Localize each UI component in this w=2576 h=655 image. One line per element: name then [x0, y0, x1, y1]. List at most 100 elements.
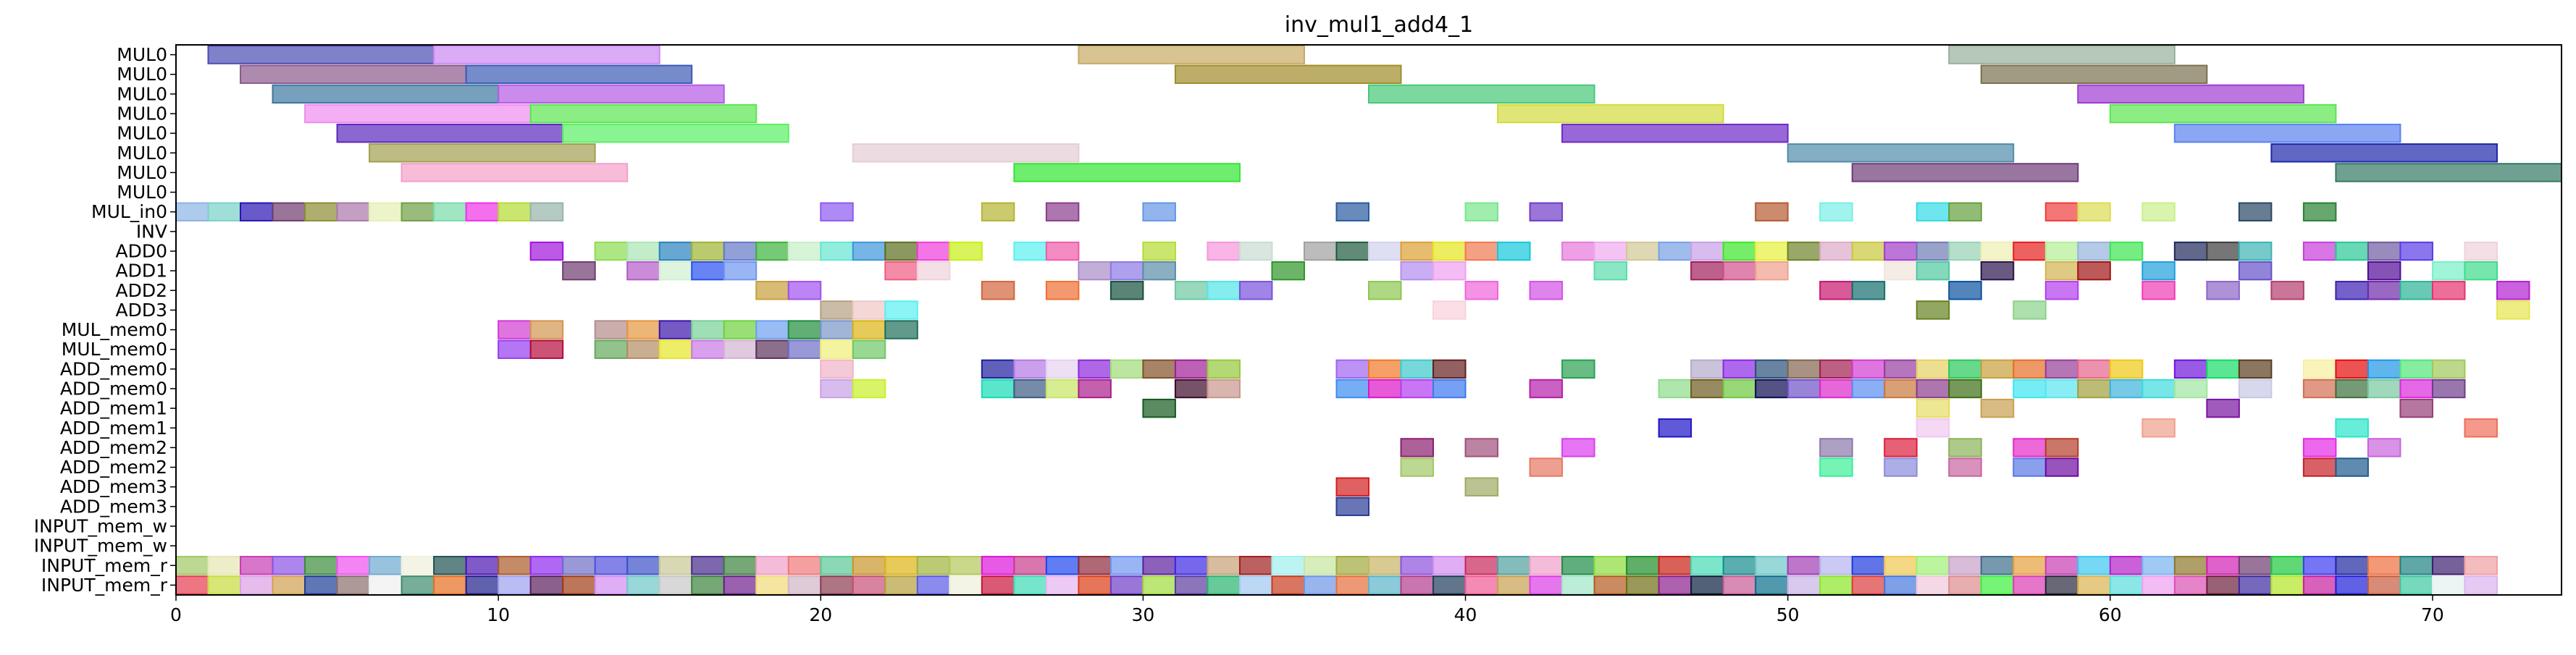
gantt-bar [2431, 359, 2466, 379]
gantt-bar [2173, 556, 2208, 575]
gantt-bar [1238, 241, 1273, 261]
gantt-bar [207, 45, 435, 64]
gantt-bar [2335, 457, 2369, 477]
gantt-bar [1529, 575, 1564, 595]
gantt-bar [2302, 359, 2337, 379]
gantt-bar [1851, 379, 1886, 399]
x-tick-label: 50 [1776, 604, 1800, 625]
gantt-bar [272, 202, 306, 221]
gantt-bar [272, 84, 500, 104]
gantt-bar [658, 339, 693, 359]
gantt-bar [1755, 556, 1789, 575]
gantt-bar [1303, 556, 1338, 575]
gantt-bar [1109, 575, 1144, 595]
y-tick-label: MUL0 [117, 143, 167, 164]
x-tick-label: 10 [487, 604, 510, 625]
gantt-bar [1948, 556, 1982, 575]
gantt-bar [1432, 241, 1467, 261]
gantt-bar [1916, 300, 1950, 320]
gantt-bar [1303, 241, 1338, 261]
gantt-bar [2270, 575, 2304, 595]
gantt-bar [1690, 575, 1724, 595]
gantt-bar [1335, 477, 1369, 496]
gantt-bar [1109, 556, 1144, 575]
gantt-bar [1013, 575, 1047, 595]
gantt-bar [2367, 556, 2401, 575]
gantt-bar [2367, 575, 2401, 595]
gantt-bar [658, 556, 693, 575]
gantt-bar [1787, 575, 1821, 595]
gantt-bar [2044, 438, 2079, 457]
gantt-bar [1400, 359, 1435, 379]
gantt-bar [981, 575, 1015, 595]
gantt-bar [1561, 575, 1595, 595]
gantt-bar [852, 339, 886, 359]
gantt-bar [2431, 261, 2466, 281]
gantt-bar [2335, 556, 2369, 575]
gantt-bar [884, 320, 918, 339]
gantt-bar [1658, 556, 1692, 575]
gantt-bar [1819, 438, 1853, 457]
gantt-bar [2238, 556, 2273, 575]
gantt-bar [1432, 379, 1467, 399]
y-tick-label: ADD_mem0 [60, 379, 167, 400]
gantt-bar [175, 202, 209, 221]
gantt-bar [1142, 261, 1176, 281]
gantt-bar [658, 575, 693, 595]
gantt-bar [1464, 281, 1499, 300]
gantt-bar [1851, 281, 1886, 300]
gantt-bar [2367, 438, 2401, 457]
gantt-bar [2077, 359, 2111, 379]
gantt-bar [1432, 261, 1467, 281]
gantt-bar [820, 339, 854, 359]
gantt-bar [1755, 241, 1789, 261]
gantt-bar [981, 202, 1015, 221]
gantt-bar [465, 202, 500, 221]
gantt-bar [433, 45, 660, 64]
gantt-bar [1013, 556, 1047, 575]
gantt-bar [916, 556, 951, 575]
y-tick-label: ADD1 [115, 261, 167, 282]
gantt-bar [820, 300, 854, 320]
x-tick-label: 70 [2421, 604, 2444, 625]
gantt-bar [787, 320, 822, 339]
gantt-bar [1045, 575, 1080, 595]
gantt-bar [1271, 556, 1305, 575]
gantt-bar [2173, 123, 2401, 143]
gantt-bar [2206, 575, 2240, 595]
gantt-bar [1045, 359, 1080, 379]
gantt-bar [626, 320, 660, 339]
gantt-bar [2077, 202, 2111, 221]
gantt-bar [1593, 241, 1628, 261]
gantt-bar [1916, 418, 1950, 438]
gantt-bar [1819, 379, 1853, 399]
gantt-bar [2109, 359, 2144, 379]
gantt-bar [2206, 398, 2240, 418]
gantt-bar [400, 163, 629, 182]
gantt-bar [1109, 281, 1144, 300]
gantt-bar [240, 202, 274, 221]
gantt-bar [916, 261, 951, 281]
gantt-bar [1722, 575, 1757, 595]
gantt-bar [949, 575, 983, 595]
gantt-bar [1916, 241, 1950, 261]
gantt-bar [1497, 556, 1531, 575]
gantt-bar [2044, 202, 2079, 221]
gantt-bar [2141, 261, 2176, 281]
gantt-bar [2335, 241, 2369, 261]
gantt-bar [1335, 241, 1369, 261]
gantt-bar [2464, 575, 2498, 595]
gantt-bar [1174, 575, 1209, 595]
y-tick-label: MUL0 [117, 103, 167, 124]
gantt-bar [1819, 281, 1853, 300]
gantt-bar [2077, 241, 2111, 261]
gantt-bar [1787, 379, 1821, 399]
gantt-bar [2077, 84, 2304, 104]
gantt-bar [2270, 143, 2498, 163]
gantt-bar [594, 575, 629, 595]
gantt-bar [498, 556, 532, 575]
gantt-bar [820, 320, 854, 339]
gantt-bar [1722, 261, 1757, 281]
gantt-bar [884, 300, 918, 320]
gantt-bar [787, 556, 822, 575]
